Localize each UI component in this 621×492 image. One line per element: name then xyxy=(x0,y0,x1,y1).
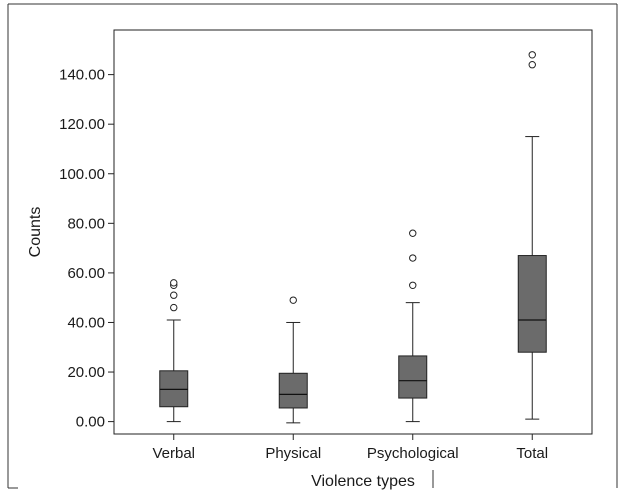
y-tick-label: 120.00 xyxy=(59,116,105,133)
outlier-point xyxy=(409,229,417,237)
y-tick-label: 80.00 xyxy=(67,215,105,232)
box-iqr xyxy=(159,370,189,408)
box-group xyxy=(398,229,428,423)
y-tick-label: 40.00 xyxy=(67,314,105,331)
outlier-point xyxy=(170,291,178,299)
plot-area-frame xyxy=(113,29,593,435)
x-axis-title: Violence types xyxy=(311,473,415,490)
outlier-point xyxy=(528,60,536,69)
outlier-point xyxy=(409,254,417,262)
x-tick-label: Physical xyxy=(265,445,321,462)
x-tick-label: Total xyxy=(516,445,548,462)
box-group xyxy=(278,296,308,424)
y-tick-label: 0.00 xyxy=(76,414,105,431)
y-tick-label: 20.00 xyxy=(67,364,105,381)
y-tick-label: 60.00 xyxy=(67,265,105,282)
x-tick-label: Verbal xyxy=(152,445,195,462)
box-group xyxy=(517,51,547,420)
outlier-point xyxy=(528,51,536,59)
box-iqr xyxy=(278,372,308,409)
y-axis: 0.00 20.00 40.00 60.00 80.00 100.00 120.00 140.… xyxy=(59,67,114,431)
x-axis: Verbal Physical Psychological Total xyxy=(152,434,548,462)
outlier-point xyxy=(170,303,178,312)
x-tick-label: Psychological xyxy=(367,445,459,462)
outlier-point xyxy=(409,281,417,289)
box-iqr xyxy=(398,355,428,399)
outlier-point xyxy=(289,296,297,304)
outlier-point xyxy=(170,279,178,287)
box-group xyxy=(159,279,189,423)
boxes-layer xyxy=(159,51,547,424)
y-tick-label: 100.00 xyxy=(59,166,105,183)
y-axis-title: Counts xyxy=(27,207,44,258)
box-iqr xyxy=(517,255,547,353)
y-tick-label: 140.00 xyxy=(59,67,105,84)
